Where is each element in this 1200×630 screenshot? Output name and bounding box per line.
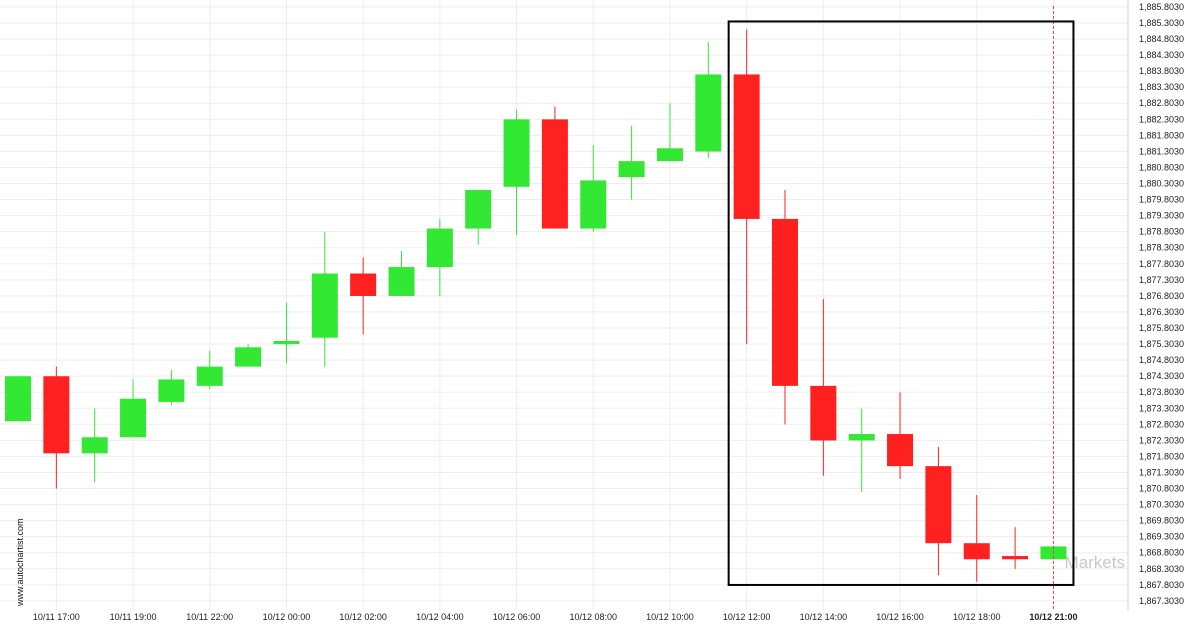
candle-body	[120, 398, 147, 438]
y-tick-label: 1,879.3030	[1139, 211, 1184, 221]
x-tick-label: 10/11 19:00	[110, 612, 157, 622]
y-tick-label: 1,873.3030	[1139, 403, 1184, 413]
candle-body	[963, 543, 990, 560]
y-tick-label: 1,880.3030	[1139, 178, 1184, 188]
y-tick-label: 1,881.3030	[1139, 146, 1184, 156]
candle-body	[925, 466, 952, 544]
x-tick-label: 10/12 04:00	[416, 612, 464, 622]
candle-body	[733, 74, 760, 219]
candle-body	[158, 379, 185, 402]
y-tick-label: 1,870.3030	[1139, 500, 1184, 510]
candle-body	[196, 366, 223, 386]
x-tick-label: 10/12 21:00	[1029, 612, 1077, 622]
candle-body	[503, 119, 530, 187]
y-tick-label: 1,882.8030	[1139, 98, 1184, 108]
candle-body	[273, 340, 300, 345]
candle-body	[772, 218, 798, 386]
y-tick-label: 1,876.3030	[1139, 307, 1184, 317]
y-tick-label: 1,884.8030	[1139, 34, 1184, 44]
candle-body	[426, 228, 453, 268]
y-tick-label: 1,876.8030	[1139, 291, 1184, 301]
y-tick-label: 1,871.8030	[1139, 451, 1184, 461]
pattern-highlight-box	[727, 20, 1075, 586]
y-tick-label: 1,875.8030	[1139, 323, 1184, 333]
x-tick-label: 10/12 14:00	[800, 612, 848, 622]
x-tick-label: 10/11 17:00	[33, 612, 80, 622]
y-tick-label: 1,869.8030	[1139, 516, 1184, 526]
y-tick-label: 1,885.3030	[1139, 18, 1184, 28]
candle-body	[235, 347, 262, 367]
candle-body	[5, 376, 31, 422]
candle-body	[388, 267, 415, 296]
y-tick-label: 1,877.3030	[1139, 275, 1184, 285]
y-tick-label: 1,874.8030	[1139, 355, 1184, 365]
y-tick-label: 1,870.8030	[1139, 484, 1184, 494]
x-tick-label: 10/12 12:00	[723, 612, 771, 622]
candle-body	[656, 148, 683, 162]
candle-body	[311, 273, 338, 338]
y-tick-label: 1,878.8030	[1139, 227, 1184, 237]
x-tick-label: 10/12 06:00	[493, 612, 541, 622]
y-tick-label: 1,879.8030	[1139, 195, 1184, 205]
x-tick-label: 10/12 00:00	[263, 612, 311, 622]
y-tick-label: 1,875.3030	[1139, 339, 1184, 349]
candle-body	[81, 437, 108, 454]
y-tick-label: 1,867.3030	[1139, 596, 1184, 606]
watermark-side-text: www.autochartist.com	[15, 518, 25, 607]
candle-body	[350, 273, 377, 296]
y-tick-label: 1,869.3030	[1139, 532, 1184, 542]
y-tick-label: 1,874.3030	[1139, 371, 1184, 381]
candle-body	[848, 434, 875, 441]
y-tick-label: 1,868.8030	[1139, 548, 1184, 558]
y-tick-label: 1,878.3030	[1139, 243, 1184, 253]
x-tick-label: 10/12 02:00	[339, 612, 387, 622]
y-tick-label: 1,882.3030	[1139, 114, 1184, 124]
watermark-brand-text: Markets	[1065, 553, 1125, 572]
candle-body	[541, 119, 568, 229]
x-tick-label: 10/12 08:00	[569, 612, 617, 622]
y-tick-label: 1,872.8030	[1139, 419, 1184, 429]
candle-body	[465, 190, 492, 229]
y-tick-label: 1,883.3030	[1139, 82, 1184, 92]
x-tick-label: 10/12 16:00	[876, 612, 924, 622]
x-tick-label: 10/12 10:00	[646, 612, 694, 622]
candle-body	[810, 385, 837, 441]
y-tick-label: 1,884.3030	[1139, 50, 1184, 60]
y-tick-label: 1,872.3030	[1139, 435, 1184, 445]
y-tick-label: 1,871.3030	[1139, 467, 1184, 477]
candle-body	[695, 74, 722, 152]
y-tick-label: 1,880.8030	[1139, 162, 1184, 172]
candle-body	[43, 376, 70, 454]
candle-body	[1002, 556, 1029, 560]
x-tick-label: 10/11 22:00	[186, 612, 233, 622]
candle-body	[887, 434, 914, 467]
y-tick-label: 1,873.8030	[1139, 387, 1184, 397]
y-tick-label: 1,877.8030	[1139, 259, 1184, 269]
candle-body	[580, 180, 607, 229]
y-tick-label: 1,881.8030	[1139, 130, 1184, 140]
y-tick-label: 1,868.3030	[1139, 564, 1184, 574]
y-tick-label: 1,885.8030	[1139, 2, 1184, 12]
x-tick-label: 10/12 18:00	[953, 612, 1001, 622]
y-tick-label: 1,867.8030	[1139, 580, 1184, 590]
y-tick-label: 1,883.8030	[1139, 66, 1184, 76]
candle-body	[618, 161, 645, 178]
